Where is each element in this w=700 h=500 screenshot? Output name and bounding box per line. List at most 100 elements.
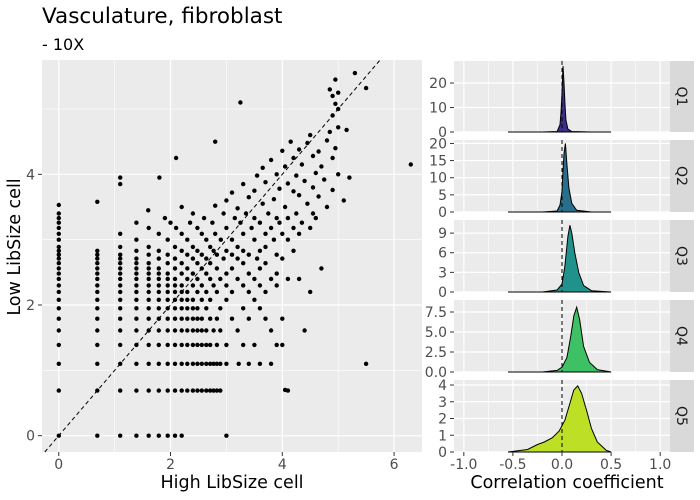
density-area-q2 xyxy=(508,143,612,213)
scatter-point xyxy=(213,203,218,208)
scatter-point xyxy=(172,328,178,333)
scatter-point xyxy=(296,276,302,282)
scatter-point xyxy=(271,197,277,202)
scatter-point xyxy=(218,388,223,393)
scatter-point xyxy=(56,256,61,261)
scatter-point xyxy=(246,271,251,276)
scatter-point xyxy=(118,181,123,187)
scatter-point xyxy=(218,276,223,282)
scatter-point xyxy=(241,261,246,266)
scatter-point xyxy=(195,248,200,253)
scatter-point xyxy=(257,248,263,253)
scatter-point xyxy=(172,388,178,393)
density-panels: 01020Q105101520Q20369Q30.02.55.07.5Q4012… xyxy=(425,61,694,473)
scatter-point xyxy=(299,220,305,225)
scatter-point xyxy=(134,316,139,321)
scatter-point xyxy=(165,388,170,393)
scatter-point xyxy=(274,252,279,257)
facet-strip xyxy=(670,380,694,452)
scatter-point xyxy=(146,208,151,213)
scatter-point xyxy=(241,248,246,253)
scatter-point xyxy=(134,388,139,393)
density-area-q3 xyxy=(508,225,612,293)
scatter-point xyxy=(118,175,123,180)
scatter-point xyxy=(285,181,291,186)
scatter-point xyxy=(208,297,213,302)
scatter-point xyxy=(118,271,123,276)
scatter-point xyxy=(274,172,279,177)
scatter-point xyxy=(229,316,235,321)
identity-reference-line xyxy=(44,59,381,453)
scatter-point xyxy=(235,244,240,250)
density-y-tick-label: 15 xyxy=(429,154,447,170)
scatter-point xyxy=(185,297,190,302)
scatter-point xyxy=(185,328,190,333)
density-x-tick-label: -0.5 xyxy=(499,457,526,473)
scatter-y-axis-label: Low LibSize cell xyxy=(5,178,25,315)
scatter-point xyxy=(95,297,100,302)
scatter-point xyxy=(214,361,220,366)
scatter-point xyxy=(211,388,216,393)
scatter-point xyxy=(134,220,139,225)
scatter-point xyxy=(134,256,139,261)
scatter-point xyxy=(221,256,226,261)
scatter-point xyxy=(195,261,200,266)
scatter-point xyxy=(211,361,216,366)
scatter-point xyxy=(224,271,229,276)
scatter-point xyxy=(204,306,209,311)
scatter-point xyxy=(294,211,299,216)
scatter-point xyxy=(134,237,139,242)
scatter-point xyxy=(56,266,61,271)
scatter-point xyxy=(257,361,263,366)
scatter-point xyxy=(208,276,213,282)
scatter-point xyxy=(56,211,61,216)
scatter-point xyxy=(156,271,161,276)
scatter-point xyxy=(229,266,235,271)
scatter-x-axis-label: High LibSize cell xyxy=(160,473,303,493)
scatter-point xyxy=(172,289,178,295)
scatter-point xyxy=(146,361,151,366)
scatter-point xyxy=(291,225,296,231)
density-y-tick-label: 20 xyxy=(429,136,447,152)
scatter-point xyxy=(165,297,170,302)
scatter-point xyxy=(229,237,235,242)
scatter-point xyxy=(56,237,61,242)
scatter-point xyxy=(179,231,184,236)
scatter-point xyxy=(246,252,251,257)
scatter-point xyxy=(118,244,123,250)
scatter-point xyxy=(156,276,161,282)
scatter-point xyxy=(173,225,179,231)
facet-strip-label: Q1 xyxy=(673,87,689,107)
scatter-point xyxy=(241,342,246,348)
scatter-point xyxy=(195,225,200,231)
scatter-point xyxy=(95,271,100,276)
scatter-point xyxy=(341,198,346,203)
facet-strip xyxy=(670,61,694,132)
scatter-point xyxy=(95,433,100,438)
scatter-point xyxy=(172,433,178,438)
scatter-point xyxy=(204,342,209,348)
scatter-point xyxy=(146,306,151,311)
scatter-point xyxy=(156,297,161,302)
scatter-point xyxy=(134,361,139,366)
scatter-point xyxy=(195,361,200,366)
scatter-point xyxy=(214,388,220,393)
scatter-point xyxy=(179,361,184,366)
scatter-point xyxy=(246,316,251,321)
scatter-point xyxy=(224,361,229,366)
scatter-point xyxy=(146,342,151,348)
scatter-point xyxy=(214,266,220,271)
scatter-point xyxy=(213,139,218,144)
scatter-point xyxy=(274,271,279,276)
scatter-point xyxy=(288,139,293,144)
scatter-point xyxy=(190,388,196,393)
scatter-point xyxy=(235,206,240,211)
scatter-point xyxy=(56,276,61,282)
scatter-point xyxy=(324,204,330,210)
scatter-x-tick-label: 4 xyxy=(278,457,287,473)
scatter-point xyxy=(187,220,193,225)
scatter-point xyxy=(211,283,216,288)
scatter-point xyxy=(257,220,263,225)
scatter-point xyxy=(95,306,100,311)
scatter-point xyxy=(308,132,313,138)
